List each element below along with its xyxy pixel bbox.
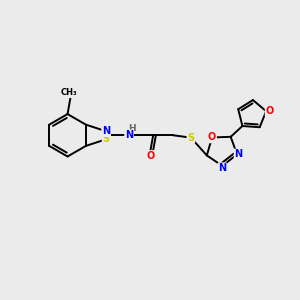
Text: N: N: [235, 149, 243, 159]
Text: O: O: [266, 106, 274, 116]
Text: S: S: [103, 134, 110, 144]
Text: H: H: [128, 124, 136, 133]
Text: N: N: [102, 126, 110, 136]
Text: S: S: [187, 133, 194, 142]
Text: CH₃: CH₃: [61, 88, 77, 97]
Text: O: O: [146, 151, 154, 161]
Text: N: N: [218, 163, 226, 173]
Text: N: N: [125, 130, 133, 140]
Text: O: O: [208, 133, 216, 142]
